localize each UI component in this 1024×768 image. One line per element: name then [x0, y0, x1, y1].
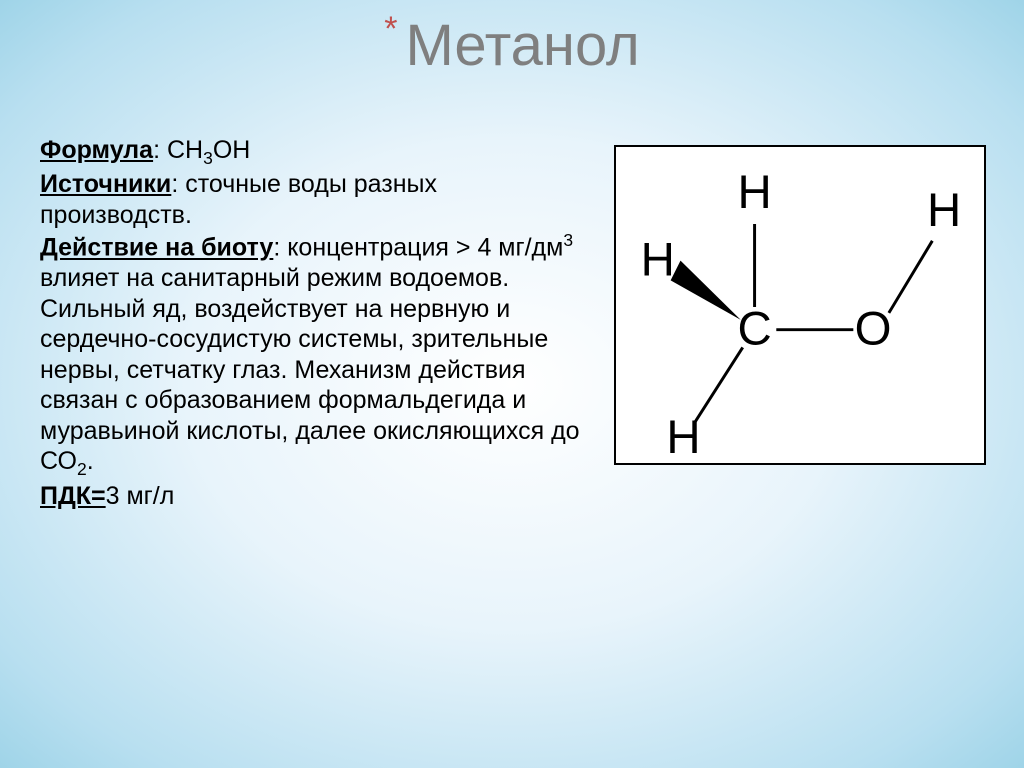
formula-line: Формула: СН3ОН — [40, 135, 580, 169]
structure-diagram: C O H H H H — [614, 145, 986, 465]
action-line: Действие на биоту: концентрация > 4 мг/д… — [40, 230, 580, 480]
sources-label: Источники — [40, 170, 171, 198]
atom-h-oh: H — [927, 184, 961, 237]
body-text: Формула: СН3ОН Источники: сточные воды р… — [40, 135, 580, 511]
slide-title-container: *Метанол — [0, 12, 1024, 79]
formula-label: Формула — [40, 136, 153, 164]
atom-h-bl: H — [666, 411, 700, 463]
action-sub2: 2 — [77, 459, 87, 479]
pdk-line: ПДК=3 мг/л — [40, 481, 580, 512]
action-sup: 3 — [563, 230, 573, 250]
methanol-structure-svg: C O H H H H — [616, 147, 984, 463]
atom-h-wedge: H — [641, 233, 675, 286]
bond-c-h-wedge — [671, 261, 741, 320]
action-tail: . — [87, 447, 94, 475]
action-value-1: : концентрация > 4 мг/дм — [273, 234, 563, 262]
title-asterisk: * — [384, 10, 397, 49]
sources-line: Источники: сточные воды разных производс… — [40, 169, 580, 230]
action-value-2: влияет на санитарный режим водоемов. Сил… — [40, 264, 580, 475]
atom-c: C — [737, 303, 771, 356]
formula-tail: ОН — [213, 136, 251, 164]
atom-o: O — [855, 303, 892, 356]
bond-o-h — [889, 241, 932, 313]
formula-value: : СН — [153, 136, 203, 164]
slide-title: Метанол — [405, 12, 639, 79]
formula-sub: 3 — [203, 148, 213, 168]
pdk-label: ПДК= — [40, 482, 106, 510]
bond-c-h-bl — [695, 347, 742, 421]
action-label: Действие на биоту — [40, 234, 273, 262]
pdk-value: 3 мг/л — [106, 482, 175, 510]
atom-h-top: H — [737, 166, 771, 219]
